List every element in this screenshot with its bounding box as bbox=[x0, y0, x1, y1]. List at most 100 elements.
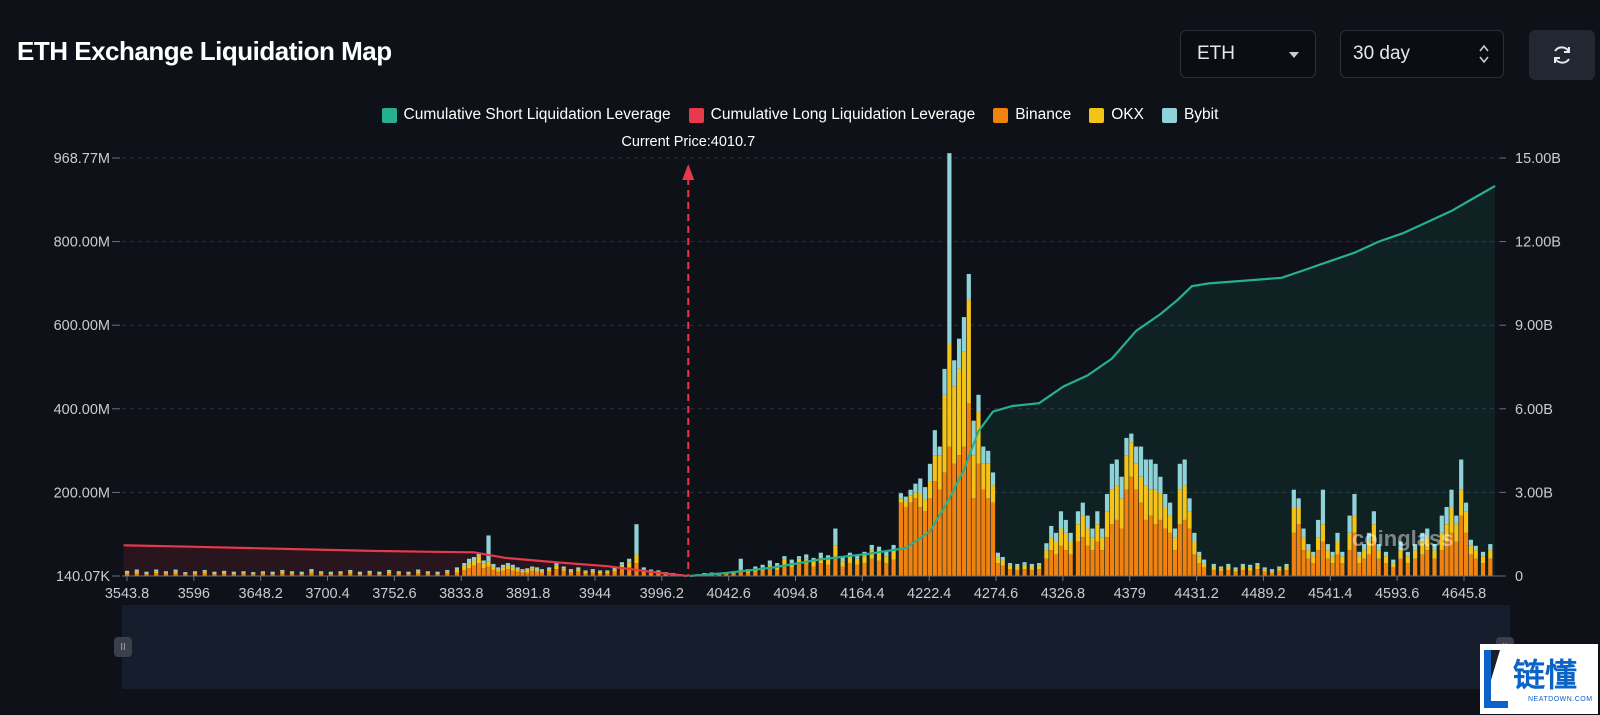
bar-binance bbox=[876, 560, 882, 576]
bar-okx bbox=[1134, 463, 1139, 490]
bar-okx bbox=[554, 565, 559, 570]
bar-bybit bbox=[1163, 494, 1168, 507]
bar-okx bbox=[435, 572, 440, 575]
refresh-button[interactable] bbox=[1529, 30, 1595, 80]
bar-binance bbox=[1255, 569, 1260, 576]
x-tick-label: 3700.4 bbox=[305, 586, 349, 602]
bar-binance bbox=[1015, 569, 1020, 576]
bar-okx bbox=[1049, 537, 1054, 551]
bar-binance bbox=[1163, 528, 1168, 576]
bar-binance bbox=[539, 572, 544, 576]
bar-binance bbox=[1090, 550, 1095, 576]
bar-bybit bbox=[1306, 544, 1311, 551]
x-tick-label: 4431.2 bbox=[1174, 586, 1218, 602]
bar-binance bbox=[530, 570, 535, 576]
legend-swatch-long bbox=[688, 107, 704, 123]
bar-binance bbox=[1391, 567, 1396, 576]
bar-binance bbox=[154, 572, 159, 576]
legend-item-long[interactable]: Cumulative Long Liquidation Leverage bbox=[688, 106, 976, 124]
bar-bybit bbox=[1158, 476, 1163, 495]
bar-binance bbox=[1068, 554, 1073, 576]
bar-binance bbox=[1454, 541, 1459, 576]
x-tick-label: 3543.8 bbox=[105, 586, 149, 602]
neatdown-logo-icon bbox=[1484, 650, 1508, 708]
bar-okx bbox=[937, 455, 942, 490]
bar-binance bbox=[1420, 554, 1425, 576]
bar-bybit bbox=[590, 569, 595, 571]
bar-bybit bbox=[1172, 528, 1178, 538]
bar-binance bbox=[767, 569, 772, 576]
updown-icon bbox=[1479, 44, 1489, 64]
bar-bybit bbox=[1301, 528, 1306, 538]
legend-item-okx[interactable]: OKX bbox=[1089, 106, 1144, 124]
bar-okx bbox=[1054, 541, 1059, 555]
bar-bybit bbox=[202, 569, 207, 572]
bar-bybit bbox=[1000, 557, 1005, 561]
bar-okx bbox=[1347, 532, 1352, 551]
bar-binance bbox=[1439, 550, 1444, 576]
bar-bybit bbox=[1347, 515, 1352, 533]
bar-binance bbox=[942, 472, 947, 576]
bar-okx bbox=[486, 561, 491, 567]
chart-zoom-slider[interactable] bbox=[122, 605, 1510, 689]
bar-binance bbox=[476, 563, 481, 576]
bar-okx bbox=[1177, 489, 1182, 525]
legend-item-bybit[interactable]: Bybit bbox=[1161, 106, 1218, 124]
legend-item-binance[interactable]: Binance bbox=[993, 106, 1071, 124]
bar-binance bbox=[1449, 532, 1454, 576]
bar-okx bbox=[605, 571, 610, 574]
bar-okx bbox=[952, 386, 957, 464]
bar-binance bbox=[1177, 524, 1182, 576]
bar-binance bbox=[937, 489, 942, 576]
bar-binance bbox=[396, 573, 401, 576]
bar-binance bbox=[1172, 550, 1178, 576]
bar-okx bbox=[154, 571, 159, 573]
bar-okx bbox=[1109, 489, 1114, 525]
bar-okx bbox=[1463, 511, 1469, 533]
bar-okx bbox=[855, 558, 860, 565]
y-left-tick-label: 140.07K bbox=[56, 569, 110, 585]
bar-okx bbox=[731, 572, 736, 574]
zoom-handle-left[interactable]: II bbox=[114, 637, 132, 657]
bar-bybit bbox=[270, 571, 275, 573]
chart-areas bbox=[123, 185, 1496, 576]
bar-binance bbox=[840, 566, 845, 576]
bar-okx bbox=[251, 573, 256, 575]
bar-binance bbox=[1211, 569, 1216, 576]
long-cumulative-line bbox=[123, 544, 688, 578]
bar-binance bbox=[231, 574, 236, 576]
bar-bybit bbox=[1187, 498, 1192, 512]
bar-binance bbox=[663, 574, 668, 576]
bar-okx bbox=[1306, 550, 1311, 559]
bar-bybit bbox=[471, 557, 477, 561]
bar-okx bbox=[612, 569, 617, 572]
bar-bybit bbox=[1197, 551, 1202, 557]
bar-okx bbox=[898, 498, 903, 503]
bar-bybit bbox=[1233, 567, 1238, 570]
bar-okx bbox=[212, 572, 217, 575]
legend-item-short[interactable]: Cumulative Short Liquidation Leverage bbox=[381, 106, 671, 124]
range-select[interactable]: 30 day bbox=[1340, 30, 1504, 78]
bar-binance bbox=[986, 498, 991, 576]
bar-okx bbox=[1063, 532, 1068, 551]
bar-binance bbox=[1138, 502, 1144, 576]
bar-okx bbox=[222, 572, 227, 574]
bar-bybit bbox=[1153, 463, 1158, 490]
legend-label-long: Cumulative Long Liquidation Leverage bbox=[710, 106, 976, 123]
bar-bybit bbox=[709, 572, 714, 574]
bar-bybit bbox=[491, 563, 496, 567]
bar-binance bbox=[1218, 570, 1224, 576]
bar-okx bbox=[826, 559, 831, 565]
asset-select[interactable]: ETH bbox=[1180, 30, 1316, 78]
x-tick-label: 3648.2 bbox=[239, 586, 283, 602]
bar-binance bbox=[804, 563, 809, 576]
x-tick-label: 4379 bbox=[1114, 586, 1146, 602]
bar-bybit bbox=[1277, 566, 1282, 569]
x-tick-label: 4274.6 bbox=[974, 586, 1018, 602]
bar-binance bbox=[1296, 524, 1301, 576]
bar-binance bbox=[270, 574, 275, 576]
legend-swatch-short bbox=[381, 107, 397, 123]
bar-okx bbox=[1124, 455, 1129, 490]
bar-bybit bbox=[942, 368, 947, 395]
bar-okx bbox=[481, 563, 486, 569]
